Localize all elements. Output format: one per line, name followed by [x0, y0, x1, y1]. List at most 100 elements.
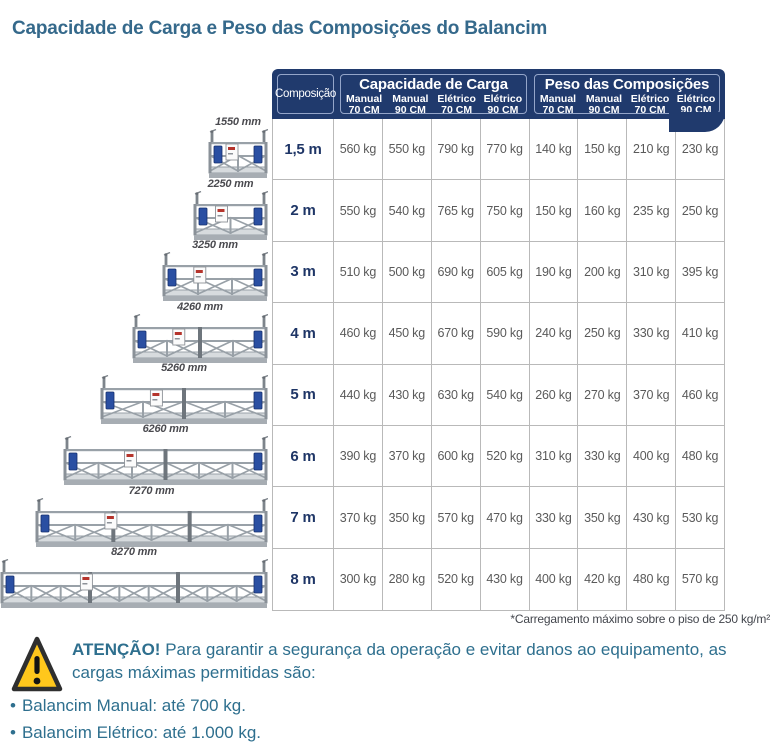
weight-cell: 310 kg — [528, 425, 578, 487]
capacity-cell: 605 kg — [479, 241, 529, 303]
platform-illustration: 4260 mm — [132, 301, 269, 371]
column-header-manual-90cm: Manual 90 CM — [387, 93, 433, 116]
capacity-weight-table: Composição Capacidade de Carga Manual 70 … — [272, 69, 725, 612]
platform-drawing — [208, 128, 269, 178]
platform-illustration: 2250 mm — [193, 178, 269, 248]
dimension-label: 6260 mm — [142, 423, 189, 435]
dimension-label: 4260 mm — [177, 301, 223, 313]
weight-cell: 420 kg — [577, 548, 626, 611]
capacity-cell: 450 kg — [381, 303, 431, 364]
platform-drawing — [35, 497, 269, 547]
platform-svg-holder — [208, 128, 269, 186]
column-header-line2: 70 CM — [542, 104, 574, 116]
dimension-label: 3250 mm — [192, 239, 238, 251]
composition-cell: 1,5 m — [284, 140, 322, 158]
platform-illustration: 6260 mm — [63, 423, 269, 493]
platform-illustration: 3250 mm — [162, 239, 269, 309]
dimension-label: 1550 mm — [215, 116, 261, 128]
weight-cell: 400 kg — [626, 425, 675, 487]
dimension-label: 5260 mm — [161, 362, 207, 374]
weight-cell: 410 kg — [675, 303, 724, 364]
column-header-elétrico-70cm: Elétrico 70 CM — [434, 93, 480, 116]
weight-cell: 200 kg — [577, 241, 626, 303]
capacity-cell: 430 kg — [479, 548, 529, 611]
capacity-cell: 540 kg — [479, 364, 529, 425]
capacity-cell: 370 kg — [381, 425, 431, 487]
bullet-text: Balancim Elétrico: até 1.000 kg. — [21, 723, 262, 742]
composition-column-header: Composição — [275, 74, 336, 114]
warning-bullet: • Balancim Elétrico: até 1.000 kg. — [10, 719, 261, 742]
weight-cell: 400 kg — [528, 548, 578, 611]
table-footnote: *Carregamento máximo sobre o piso de 250… — [510, 612, 770, 626]
column-header-line2: 90 CM — [394, 104, 426, 116]
platform-svg-holder — [132, 313, 269, 371]
capacity-cell: 460 kg — [333, 303, 382, 364]
weight-cell: 480 kg — [626, 548, 675, 611]
weight-cell: 250 kg — [675, 180, 724, 241]
capacity-cell: 470 kg — [479, 487, 529, 548]
weight-cell: 230 kg — [675, 119, 724, 180]
weight-cell: 570 kg — [675, 548, 724, 611]
warning-triangle-icon — [11, 636, 63, 692]
column-header-line1: Elétrico — [483, 93, 523, 105]
table-row: 8 m 300 kg 280 kg 520 kg 430 kg 400 kg 420 kg 4… — [273, 548, 724, 611]
capacity-cell: 280 kg — [381, 548, 431, 611]
capacity-cell: 370 kg — [333, 487, 382, 548]
weight-cell: 370 kg — [626, 364, 675, 425]
capacity-cell: 390 kg — [333, 425, 382, 487]
capacity-cell: 540 kg — [381, 180, 431, 241]
column-header-manual-70cm: Manual 70 CM — [341, 93, 387, 116]
capacity-cell: 350 kg — [381, 487, 431, 548]
platform-illustration: 8270 mm — [0, 546, 269, 616]
capacity-cell: 670 kg — [430, 303, 480, 364]
weight-cell: 260 kg — [528, 364, 578, 425]
weight-cell: 460 kg — [675, 364, 724, 425]
weight-cell: 150 kg — [528, 180, 578, 241]
column-header-elétrico-90cm: Elétrico 90 CM — [480, 93, 526, 116]
platform-svg-holder — [0, 558, 269, 616]
capacity-cell: 560 kg — [333, 119, 382, 180]
bullet-dot-icon: • — [10, 696, 16, 715]
weight-group-title: Peso das Composições — [544, 76, 710, 93]
capacity-subcolumns: Manual 70 CM Manual 90 CM Elétrico 70 CM Elétr… — [341, 93, 526, 116]
column-header-line1: Manual — [539, 93, 577, 105]
column-header-manual-90cm: Manual 90 CM — [581, 93, 627, 116]
composition-cell: 8 m — [290, 570, 316, 588]
column-header-line1: Manual — [392, 93, 429, 105]
platform-illustration: 5260 mm — [100, 362, 269, 432]
capacity-cell: 520 kg — [479, 425, 529, 487]
capacity-cell: 770 kg — [479, 119, 529, 180]
capacity-cell: 750 kg — [479, 180, 529, 241]
bullet-text: Balancim Manual: até 700 kg. — [21, 696, 246, 715]
platform-svg-holder — [63, 435, 269, 493]
capacity-group-title: Capacidade de Carga — [359, 76, 508, 93]
capacity-cell: 500 kg — [381, 241, 431, 303]
column-header-line1: Elétrico — [437, 93, 476, 105]
dimension-label: 8270 mm — [111, 546, 157, 558]
platform-svg-holder — [35, 497, 269, 555]
weight-cell: 250 kg — [577, 303, 626, 364]
weight-cell: 240 kg — [528, 303, 578, 364]
table-header: Composição Capacidade de Carga Manual 70 … — [272, 69, 725, 132]
column-header-line2: 70 CM — [634, 104, 666, 116]
capacity-cell: 550 kg — [333, 180, 382, 241]
column-header-elétrico-90cm: Elétrico 90 CM — [673, 93, 719, 116]
capacity-cell: 430 kg — [381, 364, 431, 425]
capacity-cell: 600 kg — [430, 425, 480, 487]
table-row: 7 m 370 kg 350 kg 570 kg 470 kg 330 kg 350 kg 4… — [273, 487, 724, 549]
platform-svg-holder — [193, 190, 269, 248]
capacity-cell: 590 kg — [479, 303, 529, 364]
table-row: 4 m 460 kg 450 kg 670 kg 590 kg 240 kg 250 kg 3… — [273, 303, 724, 365]
column-header-line1: Manual — [585, 93, 623, 105]
weight-cell: 330 kg — [626, 303, 675, 364]
weight-cell: 330 kg — [577, 425, 626, 487]
platform-illustration: 1550 mm — [208, 116, 269, 186]
platform-drawing — [100, 374, 269, 424]
weight-cell: 480 kg — [675, 425, 724, 487]
composition-cell: 2 m — [290, 202, 316, 220]
weight-cell: 530 kg — [675, 487, 724, 548]
platform-drawing — [63, 435, 269, 485]
capacity-group-header: Capacidade de Carga Manual 70 CM Manual 90 … — [340, 74, 527, 116]
dimension-label: 7270 mm — [128, 485, 175, 497]
weight-cell: 310 kg — [626, 241, 675, 303]
